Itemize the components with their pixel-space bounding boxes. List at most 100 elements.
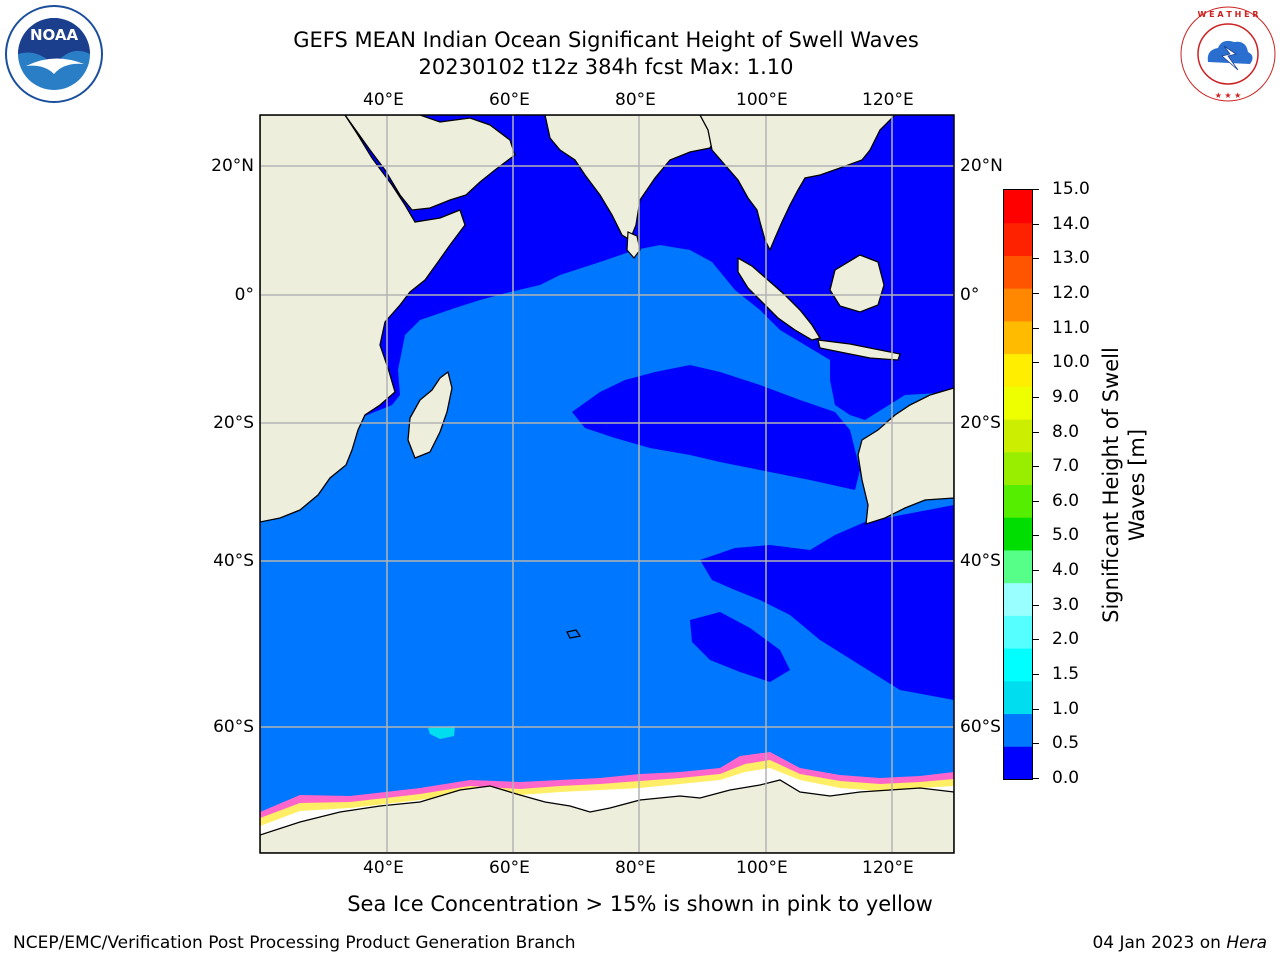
colorbar-tick-mark (1033, 431, 1039, 433)
colorbar-tick-label: 10.0 (1052, 352, 1090, 373)
colorbar-tick-mark (1033, 535, 1039, 537)
colorbar-segment (1004, 288, 1032, 322)
cyan-patch (428, 726, 455, 739)
footer-host: Hera (1226, 933, 1267, 953)
lon-label-bottom: 60°E (489, 858, 530, 878)
lon-label-top: 100°E (736, 90, 788, 110)
colorbar-tick-label: 0.0 (1052, 768, 1080, 788)
lon-label-bottom: 40°E (363, 858, 404, 878)
lat-label-left: 60°S (213, 717, 254, 737)
colorbar-tick-label: 14.0 (1052, 213, 1090, 234)
colorbar-tick-mark (1033, 292, 1039, 294)
colorbar-segment (1004, 484, 1032, 518)
colorbar-segment (1004, 680, 1032, 715)
noaa-logo: NOAA (4, 4, 104, 104)
colorbar-tick-label: 9.0 (1052, 386, 1080, 407)
lat-label-left: 20°S (213, 413, 254, 433)
nws-logo: W E A T H E R ★ ★ ★ (1178, 4, 1278, 104)
colorbar-tick-mark (1033, 708, 1039, 710)
lat-label-right: 0° (960, 285, 980, 305)
colorbar-segment (1004, 353, 1032, 387)
lat-label-right: 60°S (960, 717, 1001, 737)
lon-label-bottom: 100°E (736, 858, 788, 878)
sea-ice-footnote: Sea Ice Concentration > 15% is shown in … (347, 892, 933, 916)
noaa-logo-text: NOAA (30, 26, 79, 44)
lon-label-top: 80°E (615, 90, 656, 110)
java-land (817, 339, 901, 361)
chart-title: GEFS MEAN Indian Ocean Significant Heigh… (293, 28, 919, 52)
sumatra-land (737, 256, 822, 341)
colorbar-tick-mark (1033, 362, 1039, 364)
colorbar-segment (1004, 648, 1032, 682)
colorbar-tick-label: 12.0 (1052, 282, 1090, 303)
colorbar-tick-mark (1033, 674, 1039, 676)
colorbar-tick-label: 1.0 (1052, 698, 1080, 719)
colorbar-tick-mark (1033, 189, 1039, 190)
map-gridlines (260, 115, 954, 853)
south-low-swell-patch (690, 612, 790, 682)
colorbar-tick-label: 4.0 (1052, 560, 1080, 581)
colorbar-tick-label: 15.0 (1052, 179, 1090, 199)
colorbar-tick-mark (1033, 570, 1039, 572)
lon-label-top: 60°E (489, 90, 530, 110)
colorbar-tick-label: 6.0 (1052, 490, 1080, 511)
colorbar-segment (1004, 746, 1032, 779)
colorbar-tick-label: 7.0 (1052, 456, 1080, 477)
colorbar-tick-mark (1033, 778, 1039, 779)
sri-lanka-land (626, 231, 641, 259)
colorbar-segment (1004, 451, 1032, 485)
colorbar-tick-mark (1033, 396, 1039, 398)
lon-label-bottom: 120°E (862, 858, 914, 878)
colorbar-segment (1004, 615, 1032, 649)
colorbar-segment (1004, 386, 1032, 420)
colorbar-tick-label: 1.5 (1052, 664, 1080, 685)
colorbar-tick-mark (1033, 327, 1039, 329)
colorbar-tick-mark (1033, 500, 1039, 502)
southeast-asia-land (699, 115, 896, 252)
antarctica-land (260, 779, 954, 853)
colorbar-segment (1004, 255, 1032, 289)
lat-label-right: 20°N (960, 156, 1003, 176)
colorbar-segment (1004, 222, 1032, 256)
colorbar-label: Significant Height of Swell Waves [m] (1099, 347, 1149, 623)
colorbar-tick-mark (1033, 258, 1039, 260)
lon-label-top: 120°E (862, 90, 914, 110)
colorbar-tick-mark (1033, 466, 1039, 468)
colorbar-tick-label: 3.0 (1052, 594, 1080, 615)
footer-credit: NCEP/EMC/Verification Post Processing Pr… (13, 933, 576, 953)
lon-label-bottom: 80°E (615, 858, 656, 878)
colorbar-segment (1004, 713, 1032, 747)
northern-low-swell (355, 115, 954, 420)
lat-label-right: 20°S (960, 413, 1001, 433)
colorbar-tick-mark (1033, 604, 1039, 606)
colorbar-tick-label: 11.0 (1052, 317, 1090, 338)
footer-date: 04 Jan 2023 on Hera (1092, 933, 1267, 953)
colorbar-tick-mark (1033, 743, 1039, 745)
central-low-swell (572, 365, 860, 490)
southeast-low-swell (700, 505, 954, 700)
colorbar-ticks: 0.0 0.5 1.0 1.5 2.0 3.0 4.0 5.0 6.0 7.0 8.0 9.0 10.0… (1033, 179, 1110, 799)
colorbar-tick-label: 0.5 (1052, 733, 1080, 754)
lat-label-left: 40°S (213, 551, 254, 571)
svg-text:★ ★ ★: ★ ★ ★ (1215, 91, 1242, 100)
lat-label-left: 0° (234, 285, 254, 305)
colorbar-tick-mark (1033, 639, 1039, 641)
madagascar-land (407, 370, 453, 459)
colorbar-tick-label: 5.0 (1052, 525, 1080, 546)
colorbar-segment (1004, 582, 1032, 616)
kerguelen-outline (566, 629, 582, 639)
lat-label-left: 20°N (211, 156, 254, 176)
chart-subtitle: 20230102 t12z 384h fcst Max: 1.10 (418, 55, 794, 79)
lon-label-top: 40°E (363, 90, 404, 110)
colorbar-segment (1004, 517, 1032, 551)
africa-land (260, 115, 466, 523)
colorbar-segment (1004, 549, 1032, 584)
svg-text:W E A T H E R: W E A T H E R (1198, 10, 1259, 19)
footer-date-text: 04 Jan 2023 on (1092, 933, 1227, 953)
colorbar-tick-label: 8.0 (1052, 421, 1080, 442)
colorbar-segment (1004, 320, 1032, 355)
colorbar-segment (1004, 190, 1032, 224)
colorbar (1003, 189, 1033, 780)
colorbar-tick-mark (1033, 223, 1039, 225)
